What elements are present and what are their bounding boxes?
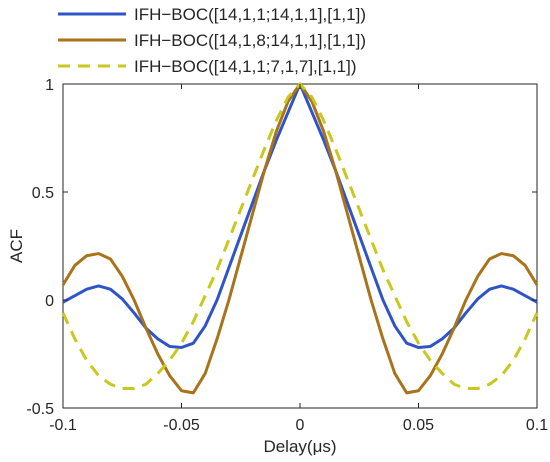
y-axis-label: ACF [7,229,26,263]
y-tick-label: 0 [45,293,54,310]
plot-frame [62,83,538,409]
x-tick-label: -0.1 [49,417,77,434]
x-axis-label: Delay(μs) [263,437,336,456]
x-axis-ticks: -0.1 -0.05 0 0.05 0.1 [49,84,548,434]
legend-label-3: IFH−BOC([14,1,1;7,1,7],[1,1]) [134,57,357,76]
y-tick-label: 0.5 [32,185,54,202]
y-tick-label: -0.5 [26,401,54,418]
y-tick-label: 1 [45,77,54,94]
legend-label-2: IFH−BOC([14,1,8;14,1,1],[1,1]) [134,31,366,50]
x-tick-label: 0.1 [526,417,548,434]
plot-area: -0.1 -0.05 0 0.05 0.1 -0.5 0 0.5 1 [26,77,548,434]
x-tick-label: 0.05 [403,417,434,434]
legend-label-1: IFH−BOC([14,1,1;14,1,1],[1,1]) [134,5,366,24]
x-tick-label: 0 [296,417,305,434]
y-axis-ticks: -0.5 0 0.5 1 [26,77,537,418]
x-tick-label: -0.05 [163,417,200,434]
legend: IFH−BOC([14,1,1;14,1,1],[1,1]) IFH−BOC([1… [58,5,366,76]
